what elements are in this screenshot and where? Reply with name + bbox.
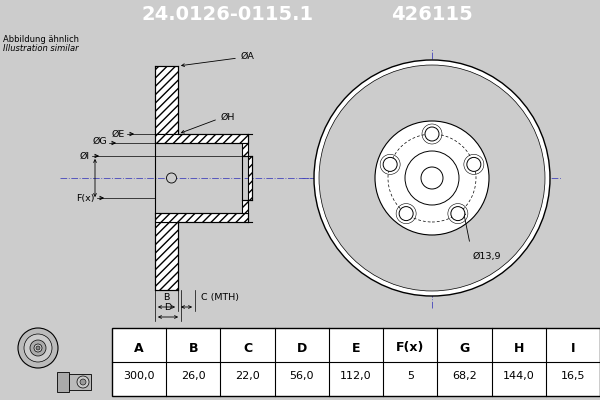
Circle shape <box>24 334 52 362</box>
Text: F(x): F(x) <box>396 342 424 354</box>
Text: 22,0: 22,0 <box>235 371 260 381</box>
Circle shape <box>314 60 550 296</box>
Circle shape <box>30 340 46 356</box>
Circle shape <box>383 158 397 172</box>
Text: D: D <box>164 303 172 312</box>
Polygon shape <box>248 156 252 200</box>
Circle shape <box>467 158 481 172</box>
Text: Ø13,9: Ø13,9 <box>473 252 502 260</box>
Polygon shape <box>155 222 178 290</box>
Text: 300,0: 300,0 <box>124 371 155 381</box>
Text: Abbildung ähnlich: Abbildung ähnlich <box>3 35 79 44</box>
Circle shape <box>399 206 413 220</box>
Text: ØG: ØG <box>92 136 107 146</box>
Circle shape <box>319 65 545 291</box>
Circle shape <box>80 379 86 385</box>
Bar <box>57 372 69 392</box>
Text: Illustration similar: Illustration similar <box>3 44 79 53</box>
Text: 68,2: 68,2 <box>452 371 477 381</box>
Text: 426115: 426115 <box>391 6 473 24</box>
Text: ØI: ØI <box>80 152 90 160</box>
Bar <box>69 374 91 390</box>
Circle shape <box>425 127 439 141</box>
Text: ØE: ØE <box>112 130 125 138</box>
Text: 24.0126-0115.1: 24.0126-0115.1 <box>142 6 314 24</box>
Text: 5: 5 <box>407 371 414 381</box>
Bar <box>112 328 600 396</box>
Text: C: C <box>243 342 252 354</box>
Polygon shape <box>155 213 248 222</box>
Text: H: H <box>514 342 524 354</box>
Text: F(x): F(x) <box>77 194 95 202</box>
Text: 26,0: 26,0 <box>181 371 206 381</box>
Bar <box>242 156 252 200</box>
Circle shape <box>167 173 176 183</box>
Polygon shape <box>155 66 178 134</box>
Text: 144,0: 144,0 <box>503 371 535 381</box>
Circle shape <box>405 151 459 205</box>
Circle shape <box>34 344 42 352</box>
Text: ØA: ØA <box>241 52 255 60</box>
Polygon shape <box>242 200 248 213</box>
Circle shape <box>375 121 489 235</box>
Polygon shape <box>242 143 248 156</box>
Text: B: B <box>163 293 170 302</box>
Circle shape <box>77 376 89 388</box>
Text: 112,0: 112,0 <box>340 371 372 381</box>
Text: G: G <box>460 342 470 354</box>
Polygon shape <box>155 134 248 143</box>
Circle shape <box>421 167 443 189</box>
Text: 56,0: 56,0 <box>290 371 314 381</box>
Bar <box>155 143 242 213</box>
Text: A: A <box>134 342 144 354</box>
Text: B: B <box>188 342 198 354</box>
Text: C (MTH): C (MTH) <box>201 293 239 302</box>
Text: 16,5: 16,5 <box>560 371 585 381</box>
Text: D: D <box>296 342 307 354</box>
Circle shape <box>36 346 40 350</box>
Text: I: I <box>571 342 575 354</box>
Circle shape <box>18 328 58 368</box>
Text: ØH: ØH <box>221 112 235 122</box>
Text: E: E <box>352 342 360 354</box>
Circle shape <box>451 206 465 220</box>
